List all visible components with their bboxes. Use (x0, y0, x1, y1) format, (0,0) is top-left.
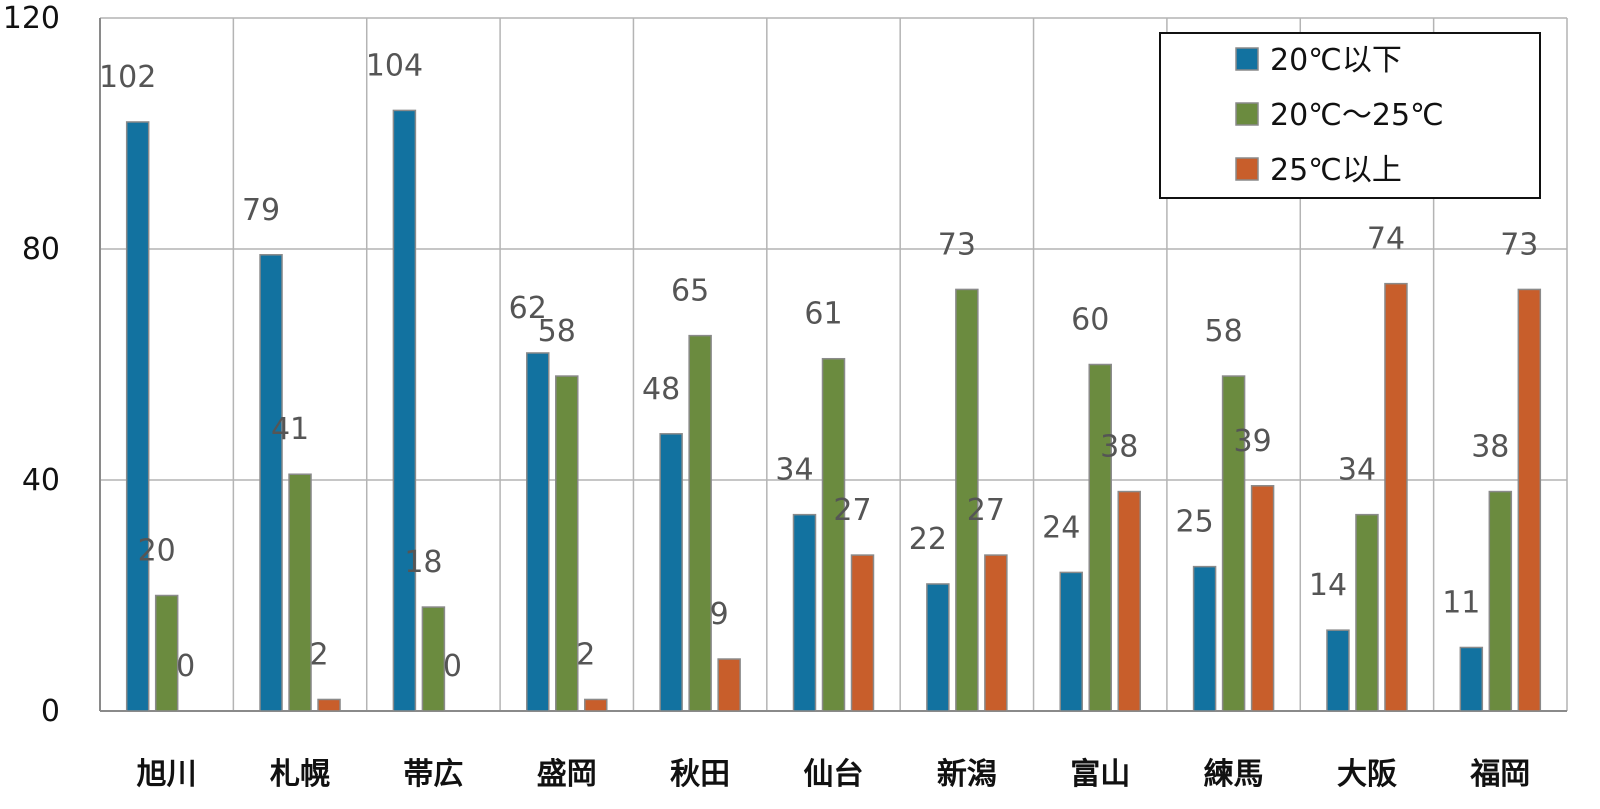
data-label: 38 (1100, 430, 1138, 465)
data-label: 27 (967, 493, 1005, 528)
legend-label: 25℃以上 (1270, 153, 1402, 188)
data-label: 14 (1309, 568, 1347, 603)
data-label: 58 (1204, 314, 1242, 349)
x-tick-label: 旭川 (137, 757, 197, 792)
bar (1326, 629, 1350, 712)
bar (154, 594, 179, 712)
bar (1088, 363, 1112, 712)
legend-swatch (1235, 157, 1259, 181)
x-tick-label: 秋田 (670, 757, 730, 792)
data-label: 48 (642, 372, 680, 407)
x-tick-label: 新潟 (937, 757, 997, 792)
data-label: 79 (242, 193, 280, 228)
data-label: 102 (99, 60, 156, 95)
bar (955, 288, 979, 712)
bar (392, 109, 417, 712)
bars (125, 109, 1542, 712)
data-label: 0 (176, 649, 195, 684)
x-tick-label: 福岡 (1469, 757, 1530, 792)
x-tick-label: 富山 (1070, 757, 1130, 792)
bar (1221, 375, 1246, 712)
bar (1488, 490, 1513, 712)
legend-box (1159, 32, 1541, 199)
bar (1355, 513, 1379, 712)
data-label: 34 (1338, 453, 1376, 488)
data-label: 73 (938, 227, 976, 262)
y-tick-label: 40 (22, 463, 60, 498)
data-label: 38 (1471, 430, 1509, 465)
legend-swatch (1235, 102, 1259, 126)
bar (1059, 571, 1083, 712)
data-label: 34 (775, 453, 813, 488)
data-label: 41 (271, 412, 309, 447)
legend-label: 20℃以下 (1270, 43, 1402, 78)
x-tick-label: 練馬 (1204, 757, 1264, 792)
data-label: 2 (309, 637, 328, 672)
bar (688, 334, 712, 712)
x-tick-label: 仙台 (804, 757, 864, 792)
bar (1250, 485, 1275, 712)
bar (717, 658, 741, 712)
data-label: 2 (576, 637, 595, 672)
data-label: 104 (366, 48, 423, 83)
x-tick-label: 札幌 (270, 757, 330, 792)
bar (792, 513, 817, 712)
data-label: 74 (1367, 222, 1405, 257)
bar (125, 121, 150, 712)
y-axis-ticks: 0 40 80 120 (3, 1, 60, 729)
bar (850, 554, 875, 712)
bar (555, 375, 579, 712)
data-label: 25 (1175, 505, 1213, 540)
bar (421, 606, 446, 712)
y-tick-label: 80 (22, 232, 60, 267)
bar (821, 357, 846, 712)
legend: 20℃以下 20℃～25℃ 25℃以上 (1159, 32, 1541, 199)
x-axis-ticks: 旭川 札幌 帯広 盛岡 秋田 仙台 新潟 富山 練馬 大阪 福岡 (137, 757, 1531, 792)
data-label: 39 (1233, 424, 1271, 459)
bar (584, 698, 608, 712)
legend-label: 20℃～25℃ (1270, 98, 1444, 133)
data-label: 27 (833, 493, 871, 528)
data-label: 22 (909, 522, 947, 557)
x-tick-label: 大阪 (1337, 757, 1397, 792)
bar (1117, 490, 1141, 712)
x-tick-label: 帯広 (403, 757, 463, 792)
data-label: 62 (509, 291, 547, 326)
legend-swatch (1235, 47, 1259, 71)
data-label: 9 (710, 597, 729, 632)
bar (259, 254, 283, 712)
bar (1459, 646, 1484, 712)
data-label: 60 (1071, 303, 1109, 338)
bar (526, 352, 550, 712)
data-label: 61 (804, 297, 842, 332)
data-label: 0 (443, 649, 462, 684)
y-tick-label: 120 (3, 1, 60, 36)
bar (1384, 282, 1408, 712)
x-tick-label: 盛岡 (537, 757, 597, 792)
data-label: 73 (1500, 227, 1538, 262)
data-label: 20 (138, 534, 176, 569)
bar (1192, 565, 1217, 712)
bar (926, 583, 950, 712)
y-tick-label: 0 (41, 694, 60, 729)
bar (1517, 288, 1542, 712)
data-label: 11 (1442, 585, 1480, 620)
data-label: 65 (671, 274, 709, 309)
bar (317, 698, 341, 712)
bar (288, 473, 312, 712)
bar (659, 433, 683, 712)
data-label: 18 (404, 545, 442, 580)
data-label: 24 (1042, 510, 1080, 545)
data-label: 58 (538, 314, 576, 349)
bar (984, 554, 1008, 712)
